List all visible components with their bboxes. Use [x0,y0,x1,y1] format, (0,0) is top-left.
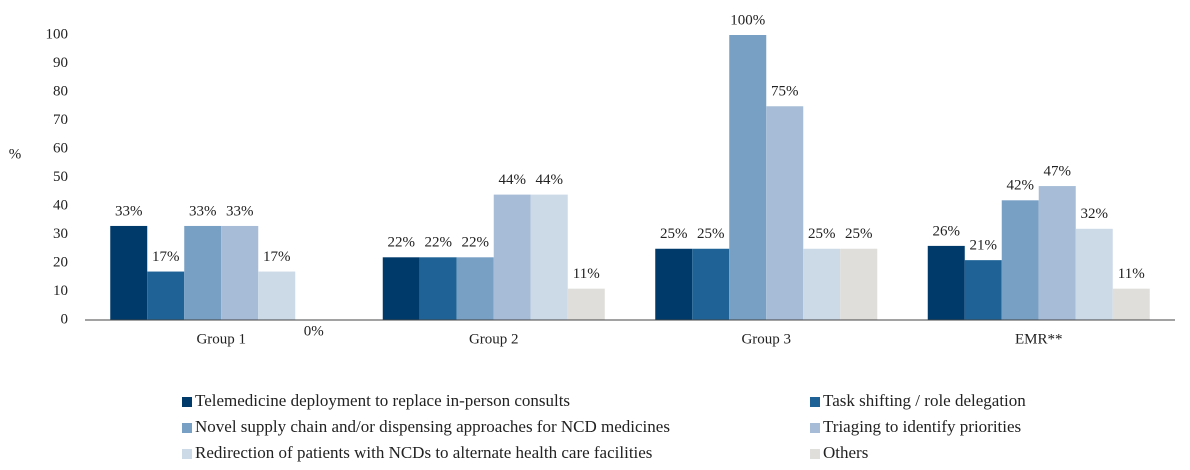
bar [927,245,965,320]
y-tick-label: 30 [53,226,68,242]
legend-label: Task shifting / role delegation [823,391,1026,410]
legend-label: Novel supply chain and/or dispensing app… [195,417,670,436]
bar [184,225,222,320]
bar [419,257,457,320]
bar [493,194,531,320]
data-label: 0% [304,323,324,339]
bar [1075,228,1113,320]
bar [692,248,730,320]
data-label: 22% [462,235,490,251]
legend-swatch [810,449,820,459]
y-tick-label: 50 [53,169,68,185]
x-tick-label: EMR** [1015,331,1063,347]
bar [964,260,1002,320]
bar [729,35,767,320]
bar [110,225,148,320]
bar [221,225,259,320]
data-label: 25% [697,226,725,242]
y-tick-label: 60 [53,140,68,156]
legend-label: Others [823,443,868,462]
bar [258,271,296,320]
y-tick-label: 40 [53,197,68,213]
bar [147,271,185,320]
data-label: 47% [1044,163,1072,179]
data-label: 25% [660,226,688,242]
bar [530,194,568,320]
data-label: 17% [263,249,291,265]
bar [766,106,804,320]
bar [840,248,878,320]
legend-label: Triaging to identify priorities [823,417,1021,436]
data-label: 11% [1118,266,1145,282]
data-label: 21% [970,238,998,254]
bar [1038,186,1076,320]
y-tick-label: 90 [53,55,68,71]
data-label: 17% [152,249,180,265]
bar [382,257,420,320]
y-tick-label: 10 [53,283,68,299]
x-tick-label: Group 3 [741,331,791,347]
x-tick-label: Group 1 [196,331,246,347]
data-label: 100% [730,12,765,28]
data-label: 22% [388,235,416,251]
data-label: 25% [845,226,873,242]
x-tick-label: Group 2 [469,331,519,347]
y-tick-label: 0 [61,311,69,327]
legend-label: Telemedicine deployment to replace in-pe… [195,391,570,410]
legend-swatch [182,397,192,407]
bar [456,257,494,320]
bar [803,248,841,320]
legend-swatch [182,423,192,433]
data-label: 33% [115,203,143,219]
y-tick-label: 20 [53,254,68,270]
data-label: 26% [933,223,961,239]
y-tick-label: 80 [53,83,68,99]
legend-swatch [810,423,820,433]
y-tick-label: 70 [53,112,68,128]
data-label: 42% [1007,178,1035,194]
legend-label: Redirection of patients with NCDs to alt… [195,443,652,462]
bar [655,248,693,320]
bar [1112,288,1150,320]
data-label: 11% [573,266,600,282]
y-tick-label: 100 [46,26,69,42]
data-label: 33% [189,203,217,219]
data-label: 44% [499,172,527,188]
legend-swatch [810,397,820,407]
legend-swatch [182,449,192,459]
bar [1001,200,1039,320]
data-label: 33% [226,203,254,219]
data-label: 32% [1081,206,1109,222]
bar [567,288,605,320]
data-label: 44% [536,172,564,188]
data-label: 75% [771,84,799,100]
data-label: 22% [425,235,453,251]
data-label: 25% [808,226,836,242]
y-axis-label: % [9,146,22,162]
